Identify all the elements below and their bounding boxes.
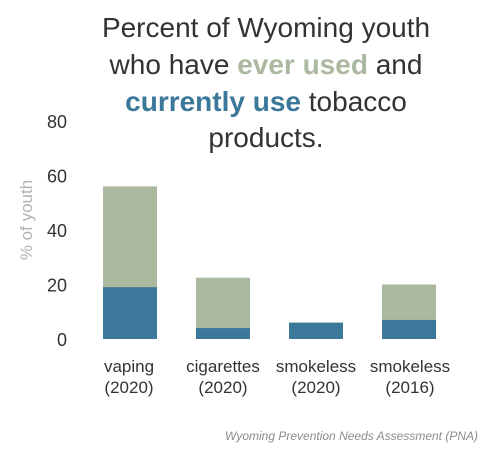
chart-title-line: currently use tobacco	[125, 86, 407, 117]
title-text-segment: and	[368, 49, 423, 80]
y-tick-label: 0	[57, 330, 67, 350]
x-category-label: smokeless	[276, 357, 356, 376]
x-category-year-label: (2020)	[198, 378, 247, 397]
y-tick-label: 60	[47, 167, 67, 187]
bar-currently-use-1	[196, 328, 250, 339]
bar-currently-use-0	[103, 287, 157, 339]
x-category-label: smokeless	[370, 357, 450, 376]
chart-title-line: products.	[208, 122, 323, 153]
title-text-segment: products.	[208, 122, 323, 153]
bar-currently-use-3	[382, 319, 436, 339]
x-category-label: cigarettes	[186, 357, 260, 376]
x-category-label: vaping	[104, 357, 154, 376]
chart-title-line: who have ever used and	[109, 49, 423, 80]
title-text-segment: Percent of Wyoming youth	[102, 12, 430, 43]
y-tick-label: 80	[47, 112, 67, 132]
y-axis-label: % of youth	[17, 180, 36, 260]
y-tick-label: 20	[47, 276, 67, 296]
chart-title-line: Percent of Wyoming youth	[102, 12, 430, 43]
y-tick-label: 40	[47, 221, 67, 241]
x-category-year-label: (2020)	[104, 378, 153, 397]
x-category-year-label: (2016)	[385, 378, 434, 397]
title-ever-used-highlight: ever used	[237, 49, 368, 80]
title-text-segment: who have	[109, 49, 238, 80]
bar-currently-use-2	[289, 322, 343, 339]
title-currently-use-highlight: currently use	[125, 86, 301, 117]
x-category-year-label: (2020)	[291, 378, 340, 397]
source-note: Wyoming Prevention Needs Assessment (PNA…	[225, 429, 478, 443]
title-text-segment: tobacco	[301, 86, 407, 117]
